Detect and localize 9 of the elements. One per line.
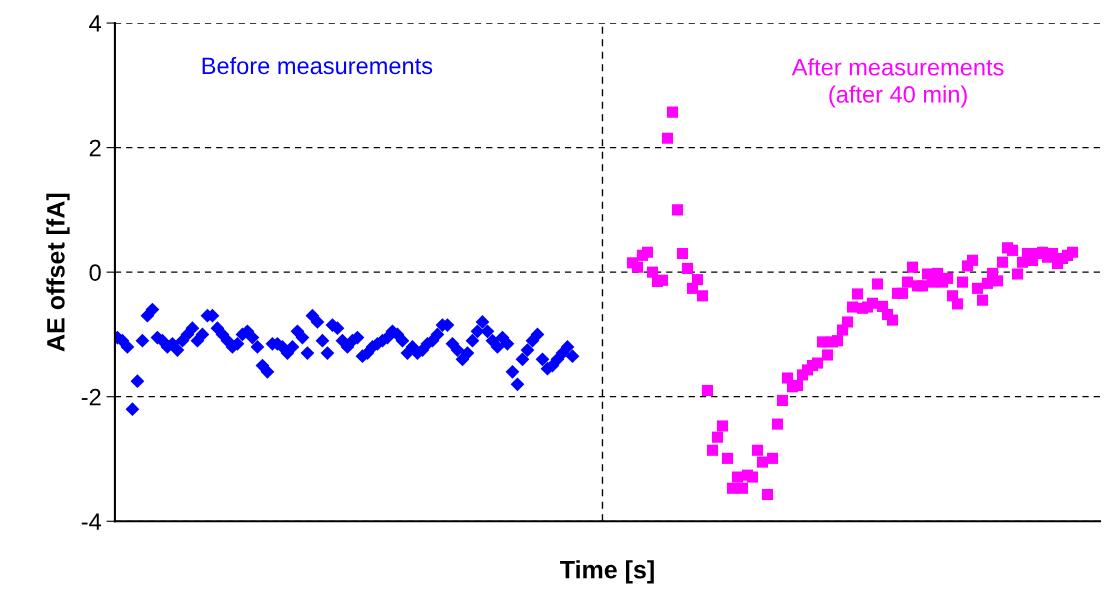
y-tick-label: 2 xyxy=(89,139,101,157)
y-tick-label: 4 xyxy=(89,15,102,32)
y-tick-label: 0 xyxy=(89,264,101,281)
x-axis-title: Time [s] xyxy=(560,560,654,584)
y-tick-label: -2 xyxy=(81,388,101,406)
y-tick-label: -4 xyxy=(81,513,102,530)
annotation: After measurements (after 40 min) xyxy=(791,58,1004,108)
annotation: Before measurements xyxy=(202,56,433,75)
y-axis-title: AE offset [fA] xyxy=(46,193,70,352)
